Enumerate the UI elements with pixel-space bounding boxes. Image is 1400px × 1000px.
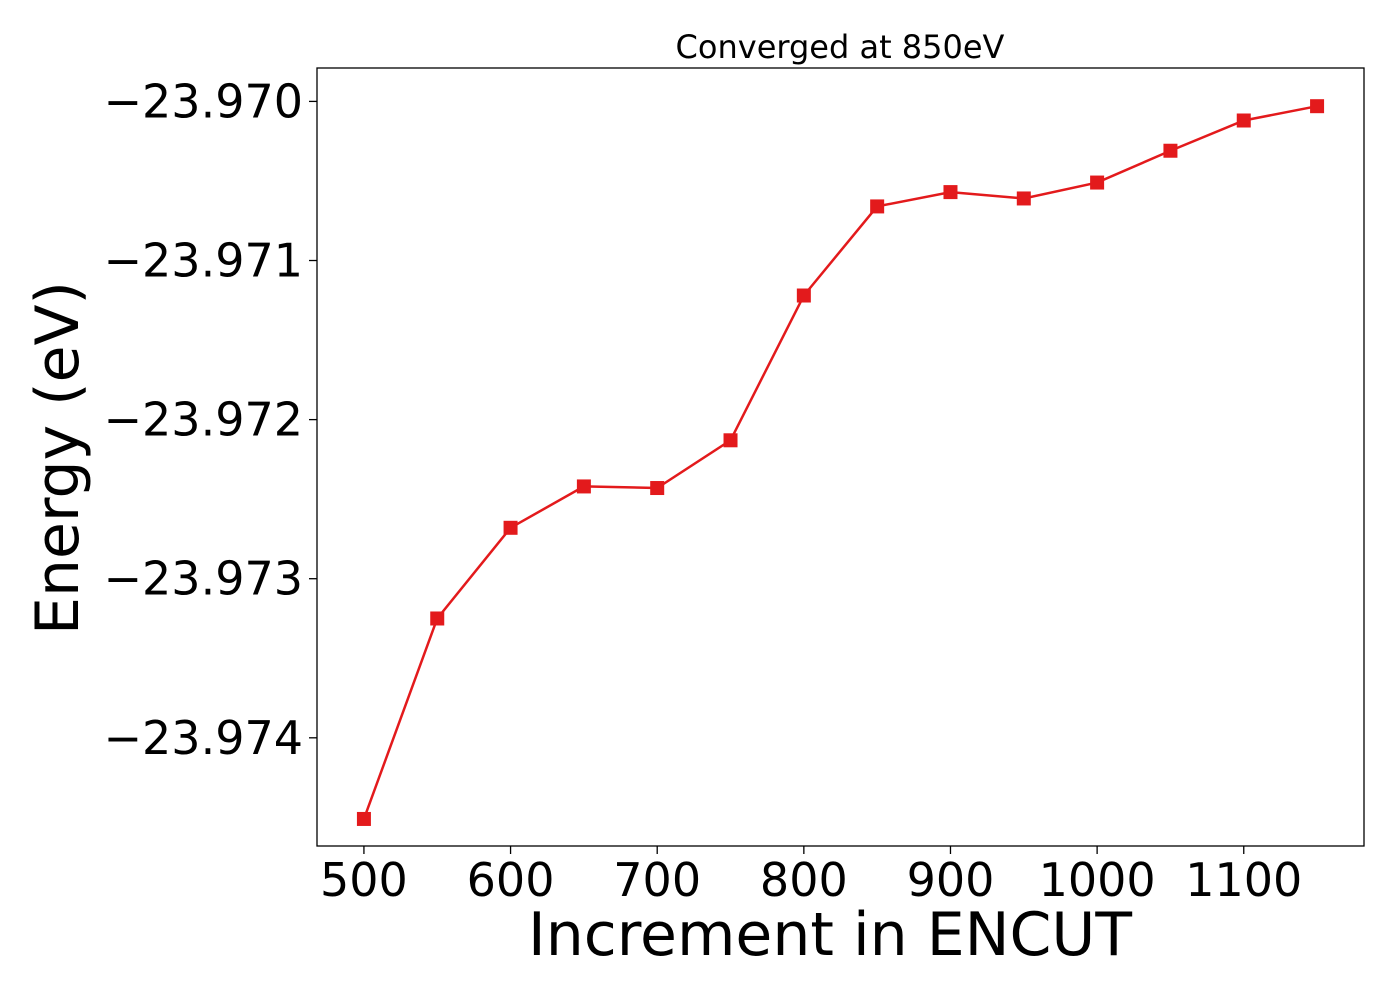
data-point-marker bbox=[576, 479, 591, 494]
series-layer bbox=[356, 99, 1325, 826]
x-axis-ticks: 500 600 700 800 900 1000 1100 bbox=[320, 846, 1302, 907]
data-point-marker bbox=[1236, 113, 1251, 128]
chart-title: Converged at 850eV bbox=[676, 28, 1005, 66]
data-point-marker bbox=[503, 520, 518, 535]
x-tick-label: 500 bbox=[320, 853, 408, 907]
data-point-marker bbox=[1016, 191, 1031, 206]
data-point-marker bbox=[1310, 99, 1325, 114]
x-tick-label: 1100 bbox=[1185, 853, 1302, 907]
x-tick-label: 1000 bbox=[1039, 853, 1156, 907]
x-axis-label: Increment in ENCUT bbox=[528, 900, 1132, 970]
y-tick-label: −23.974 bbox=[104, 711, 304, 765]
data-point-marker bbox=[430, 611, 445, 626]
data-point-marker bbox=[1163, 143, 1178, 158]
data-point-marker bbox=[723, 433, 738, 448]
x-tick-label: 700 bbox=[613, 853, 701, 907]
y-axis-ticks: −23.970 −23.971 −23.972 −23.973 −23.974 bbox=[104, 74, 317, 765]
plot-area-frame bbox=[316, 67, 1365, 847]
x-tick-label: 600 bbox=[467, 853, 555, 907]
x-tick-label: 900 bbox=[907, 853, 995, 907]
y-tick-label: −23.971 bbox=[104, 234, 304, 288]
data-point-marker bbox=[650, 481, 665, 496]
data-point-marker bbox=[1090, 175, 1105, 190]
data-point-marker bbox=[943, 185, 958, 200]
series-line bbox=[362, 104, 1318, 820]
x-tick-label: 800 bbox=[760, 853, 848, 907]
y-tick-label: −23.973 bbox=[104, 552, 304, 606]
y-axis-label: Energy (eV) bbox=[23, 281, 93, 635]
y-tick-label: −23.970 bbox=[104, 74, 304, 128]
data-point-marker bbox=[870, 199, 885, 214]
data-point-marker bbox=[796, 288, 811, 303]
y-tick-label: −23.972 bbox=[104, 393, 304, 447]
data-point-marker bbox=[356, 811, 371, 826]
